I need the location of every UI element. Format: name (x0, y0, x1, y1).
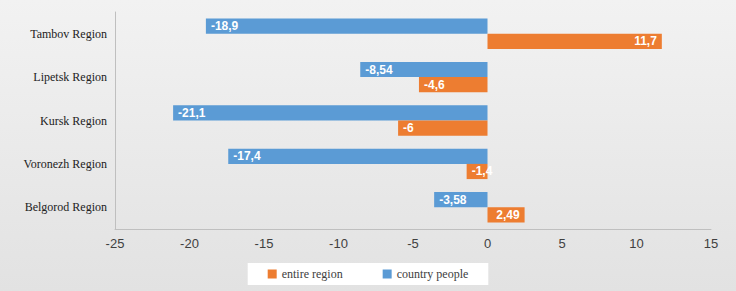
svg-text:15: 15 (704, 236, 718, 251)
svg-text:-15: -15 (255, 236, 274, 251)
svg-text:2,49: 2,49 (496, 208, 520, 222)
svg-text:-18,9: -18,9 (211, 19, 239, 33)
svg-text:-17,4: -17,4 (233, 149, 261, 163)
svg-text:-6: -6 (403, 121, 414, 135)
svg-text:Belgorod Region: Belgorod Region (25, 200, 107, 214)
svg-text:11,7: 11,7 (634, 34, 657, 48)
svg-text:-3,58: -3,58 (439, 193, 467, 207)
svg-text:Tambov Region: Tambov Region (30, 27, 107, 41)
svg-text:-1,4: -1,4 (472, 164, 493, 178)
svg-text:-25: -25 (106, 236, 125, 251)
svg-text:Kursk Region: Kursk Region (40, 114, 107, 128)
svg-text:Voronezh Region: Voronezh Region (24, 157, 107, 171)
svg-text:-20: -20 (180, 236, 199, 251)
svg-text:0: 0 (484, 236, 491, 251)
svg-text:-21,1: -21,1 (178, 106, 206, 120)
svg-text:-4,6: -4,6 (424, 78, 445, 92)
svg-text:10: 10 (629, 236, 643, 251)
svg-text:-5: -5 (407, 236, 419, 251)
svg-text:country people: country people (397, 267, 469, 281)
svg-text:entire region: entire region (282, 267, 343, 281)
svg-text:-8,54: -8,54 (365, 63, 393, 77)
svg-text:5: 5 (558, 236, 565, 251)
svg-text:-10: -10 (329, 236, 348, 251)
svg-text:Lipetsk Region: Lipetsk Region (33, 70, 107, 84)
